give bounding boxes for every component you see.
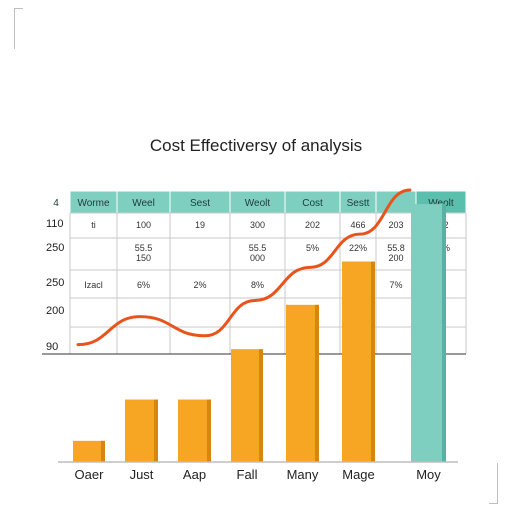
table-header-label: Worme: [77, 198, 109, 209]
table-cell: 19: [195, 220, 205, 230]
table-row-label: 200: [46, 305, 64, 317]
table-header-label: Weolt: [428, 198, 454, 209]
chart-title: Cost Effectiversy of analysis: [149, 136, 363, 155]
table-header-label: Sest: [190, 198, 210, 209]
x-tick-label: Mage: [342, 467, 375, 482]
table-cell: 200: [388, 253, 403, 263]
bar-side-shade: [207, 399, 211, 462]
bar: [411, 204, 446, 462]
table-header-label: Weel: [132, 198, 155, 209]
table-cell: 55.5: [249, 243, 267, 253]
bar-side-shade: [101, 440, 105, 462]
x-tick-label: Aap: [183, 467, 206, 482]
table-cell: 22%: [349, 243, 367, 253]
table-cell: 466: [350, 220, 365, 230]
table-cell: 8%: [251, 280, 264, 290]
bar: [125, 399, 158, 462]
x-tick-label: Moy: [416, 467, 441, 482]
x-tick-label: Oaer: [75, 467, 105, 482]
table-cell: 55.5: [135, 243, 153, 253]
corner-bracket-top-left: [14, 8, 23, 49]
corner-bracket-bottom-right: [489, 463, 498, 504]
bar-side-shade: [442, 204, 446, 462]
x-tick-label: Many: [287, 467, 319, 482]
table-cell: 7%: [389, 280, 402, 290]
table-cell: Izacl: [84, 280, 103, 290]
table-cell: 000: [250, 253, 265, 263]
table-cell: 150: [136, 253, 151, 263]
bar-side-shade: [259, 349, 263, 462]
table-cell: 55.8: [387, 243, 405, 253]
table-cell: ti: [91, 220, 96, 230]
bar-side-shade: [154, 399, 158, 462]
bar: [286, 304, 319, 462]
bar-side-shade: [315, 304, 319, 462]
table-header-label: Weolt: [245, 198, 271, 209]
table-cell: 6%: [137, 280, 150, 290]
x-tick-label: Fall: [237, 467, 258, 482]
bar: [178, 399, 211, 462]
bar: [342, 261, 375, 462]
table-cell: 202: [305, 220, 320, 230]
data-table: 4 Worme Weel Sest Weolt Cost Sestt Weolt 110 250 2…: [41, 190, 467, 355]
table-row-label: 110: [46, 218, 64, 230]
table-row-label: 90: [46, 341, 58, 353]
bar-series: [73, 204, 446, 462]
table-cell: 5%: [306, 243, 319, 253]
bar: [73, 440, 105, 462]
table-cell: 100: [136, 220, 151, 230]
table-header-label: Cost: [302, 198, 323, 209]
table-row-label: 250: [46, 277, 64, 289]
table-cell: 2%: [193, 280, 206, 290]
table-header-label: 4: [53, 198, 59, 209]
bar: [231, 349, 263, 462]
bar-side-shade: [371, 261, 375, 462]
table-cell: 300: [250, 220, 265, 230]
table-header-label: Sestt: [347, 198, 370, 209]
table-cell: 203: [388, 220, 403, 230]
x-tick-label: Just: [130, 467, 154, 482]
table-row-label: 250: [46, 242, 64, 254]
